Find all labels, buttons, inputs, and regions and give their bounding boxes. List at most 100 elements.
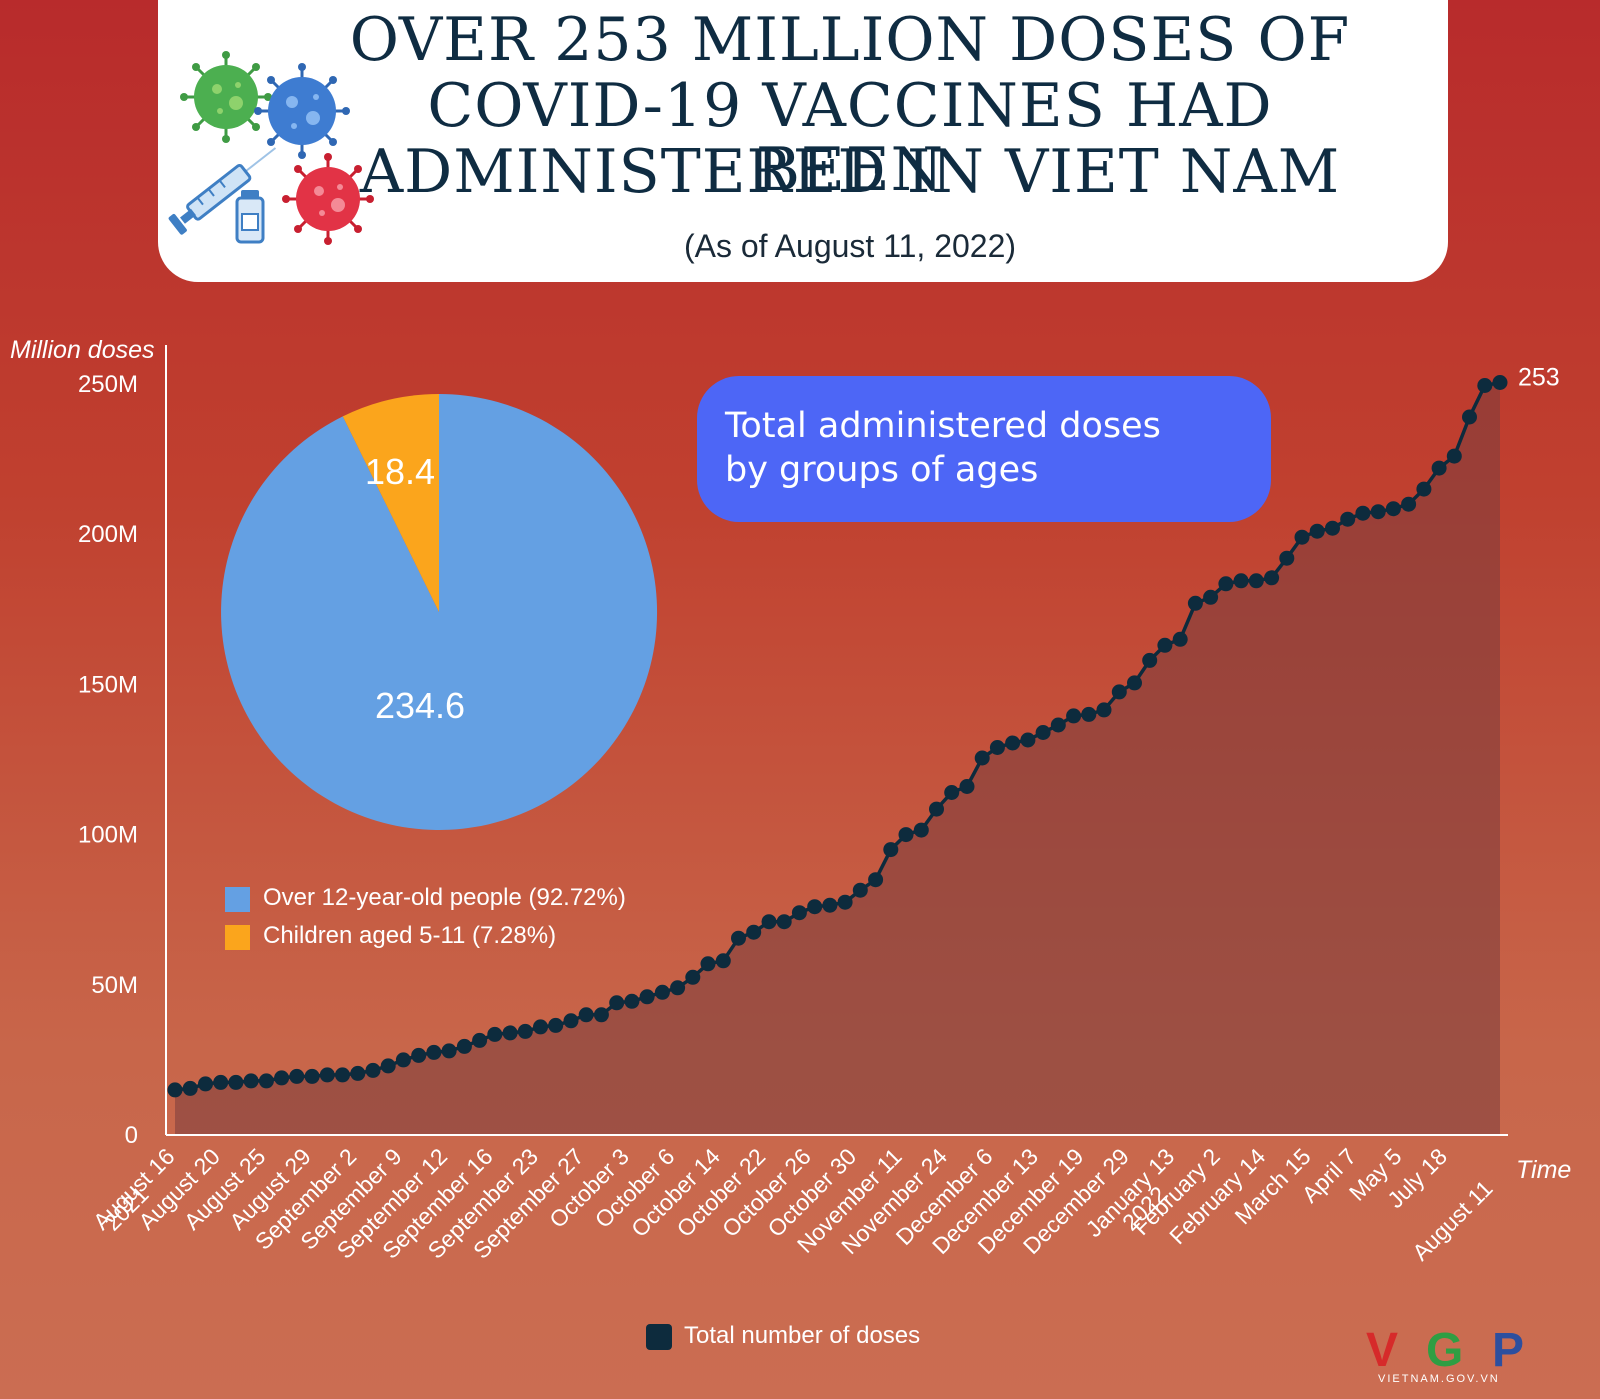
data-point (1157, 637, 1173, 653)
data-point (1233, 573, 1249, 589)
title-line-3: ADMINISTERED IN VIET NAM (359, 137, 1341, 207)
legend-swatch-over-12 (225, 887, 250, 912)
data-point (822, 897, 838, 913)
data-point (1111, 684, 1127, 700)
data-point (791, 905, 807, 921)
legend-label-over-12: Over 12-year-old people (92.72%) (263, 884, 626, 911)
logo-letter-p: P (1492, 1326, 1524, 1377)
data-point (1127, 675, 1142, 691)
icon-group (168, 51, 374, 245)
y-tick-label: 0 (125, 1122, 138, 1149)
data-point (1477, 378, 1493, 393)
pie-slice-children (342, 394, 439, 612)
legend-label-total: Total number of doses (684, 1322, 921, 1349)
data-point (868, 872, 884, 888)
data-point (776, 914, 792, 930)
data-point (365, 1062, 381, 1078)
data-point (1294, 529, 1310, 545)
logo-subtext: VIETNAM.GOV.VN (1378, 1373, 1500, 1385)
data-point (1385, 501, 1401, 517)
data-point (1340, 511, 1356, 527)
data-point (1446, 448, 1462, 464)
data-point (563, 1013, 579, 1029)
virus-icon (180, 51, 272, 143)
data-point (1279, 550, 1295, 566)
y-tick-label: 50M (91, 972, 138, 999)
data-point (807, 899, 823, 915)
data-point (837, 894, 853, 910)
vgp-logo: V G P VIETNAM.GOV.VN (1366, 1326, 1524, 1385)
data-point (670, 980, 686, 996)
pie-slice-over-12 (221, 394, 658, 830)
data-point (472, 1032, 488, 1048)
data-point (1187, 595, 1203, 611)
data-point (1248, 573, 1264, 589)
data-point (731, 930, 746, 946)
data-point (1401, 496, 1417, 512)
data-point (1066, 708, 1082, 724)
legend-label-children: Children aged 5-11 (7.28%) (263, 922, 557, 949)
data-point (898, 827, 914, 843)
pie-value-label-children: 18.4 (365, 451, 435, 492)
data-point (883, 842, 899, 858)
title-line-2: COVID-19 VACCINES HAD BEEN (427, 71, 1273, 205)
data-point (578, 1007, 594, 1023)
data-point (624, 993, 640, 1009)
data-point (487, 1026, 503, 1042)
data-point (1035, 725, 1051, 740)
data-point (1416, 481, 1432, 497)
data-point (533, 1019, 548, 1035)
data-point (929, 801, 944, 817)
data-point (350, 1065, 366, 1081)
data-point (1264, 570, 1280, 586)
series-area-fill (175, 382, 1500, 1135)
data-point (1142, 652, 1158, 668)
data-point (974, 750, 990, 766)
data-point (989, 740, 1005, 755)
data-point (289, 1068, 305, 1084)
data-point (609, 995, 625, 1011)
legend-swatch-children (225, 925, 250, 950)
data-point (1203, 589, 1219, 605)
virus-icon (254, 63, 350, 159)
data-point (213, 1074, 229, 1090)
pie-value-label-over-12: 234.6 (375, 685, 465, 726)
data-point (411, 1047, 427, 1063)
x-axis-title: Time (1516, 1156, 1571, 1184)
end-value-label: 253 (1518, 363, 1560, 391)
header-card (158, 0, 1448, 282)
logo-letter-v: V (1366, 1326, 1398, 1377)
subtitle: (As of August 11, 2022) (683, 228, 1017, 264)
data-point (944, 785, 960, 800)
data-point (456, 1038, 472, 1054)
data-point (335, 1067, 350, 1083)
y-tick-label: 150M (78, 671, 138, 698)
data-point (304, 1068, 320, 1084)
data-point (761, 914, 777, 930)
data-point (852, 882, 868, 898)
data-point (1325, 520, 1340, 536)
series-line-total-doses (174, 380, 1501, 1092)
y-tick-label: 200M (78, 521, 138, 548)
data-point (502, 1025, 518, 1041)
data-point (1462, 409, 1477, 425)
data-point (426, 1044, 442, 1060)
data-point (198, 1076, 213, 1092)
data-point (1431, 460, 1447, 476)
pie-title-bubble: Total administered doses by groups of age… (697, 376, 1271, 522)
data-point (913, 822, 929, 838)
data-point (548, 1017, 564, 1033)
data-point (182, 1080, 198, 1096)
data-point (243, 1073, 259, 1089)
pie-chart: 234.6 18.4 (221, 394, 658, 830)
bubble-line-1: Total administered doses (725, 406, 1161, 446)
data-point (1005, 735, 1021, 751)
virus-icon (282, 153, 374, 245)
syringe-icon (168, 147, 277, 235)
data-point (274, 1070, 290, 1086)
data-point (228, 1074, 244, 1090)
data-point (1050, 717, 1066, 733)
data-point (639, 989, 655, 1005)
vial-icon (235, 190, 265, 244)
